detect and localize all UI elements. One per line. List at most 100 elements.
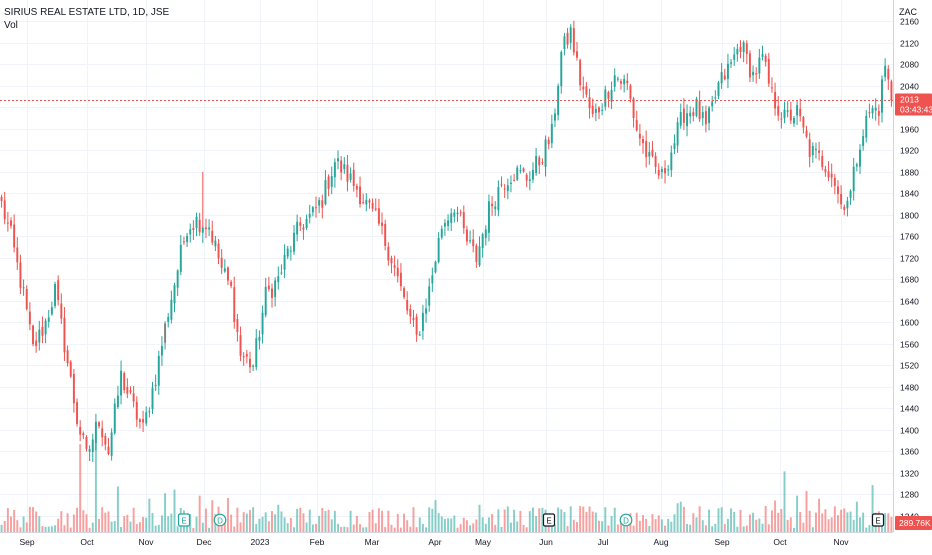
candle [720, 63, 723, 89]
candle-body [355, 186, 358, 190]
candle [330, 166, 333, 195]
candle [98, 421, 101, 429]
candle-body [686, 113, 689, 127]
volume-bar [32, 507, 34, 532]
candle [182, 236, 185, 245]
volume-bar [393, 527, 396, 532]
volume-bar [720, 507, 723, 532]
candle-body [576, 51, 578, 58]
candle-body [283, 254, 286, 270]
candle-body [377, 208, 380, 224]
volume-bar [645, 518, 648, 532]
candle [723, 68, 726, 81]
volume-bar [469, 525, 472, 532]
candle-body [98, 422, 101, 427]
candle [198, 212, 201, 236]
currency-label: ZAC [899, 7, 918, 17]
volume-bar [783, 471, 786, 532]
volume-bar [613, 507, 616, 532]
volume-bar [818, 498, 821, 532]
volume-bar [220, 522, 223, 532]
volume-bar [252, 507, 255, 532]
volume-bar [66, 513, 69, 532]
candle-body [484, 229, 487, 238]
volume-bar [343, 526, 346, 532]
candle [63, 307, 66, 361]
candle-body [179, 244, 182, 272]
volume-bar [695, 517, 698, 532]
x-tick-label: Mar [365, 537, 380, 547]
candle-body [547, 139, 550, 145]
event-marker-label: E [546, 517, 551, 526]
volume-bar [318, 515, 321, 532]
candle-body [594, 108, 597, 113]
candle-body [302, 227, 305, 230]
candle [462, 205, 465, 234]
candle-body [544, 139, 547, 167]
volume-bar [554, 524, 556, 532]
volume-bar [293, 527, 295, 532]
event-marker-dividend[interactable]: D [619, 513, 633, 527]
candle [676, 117, 679, 153]
candle [154, 374, 157, 392]
candle [547, 136, 550, 150]
candle-body [830, 173, 833, 178]
volume-bar [91, 522, 94, 532]
candle-body [770, 87, 773, 89]
candle-body [701, 112, 704, 119]
candle [852, 157, 855, 201]
candle [884, 58, 887, 82]
volume-bar [456, 527, 459, 532]
candle-body [881, 79, 883, 113]
candle-body [157, 355, 160, 386]
volume-bar [337, 523, 339, 532]
event-marker-box [542, 513, 556, 527]
candle [296, 214, 299, 242]
candle-body [711, 101, 714, 107]
event-marker-label: E [875, 517, 880, 526]
event-marker-dividend[interactable]: D [213, 513, 227, 527]
candle [742, 40, 745, 63]
candle [365, 193, 368, 212]
candle [745, 40, 748, 65]
candle-body [66, 350, 69, 364]
candle-body [204, 227, 207, 230]
candle-body [513, 179, 516, 181]
candle [877, 104, 880, 126]
volume-bar [535, 516, 538, 532]
volume-bar [616, 524, 619, 532]
candle-body [154, 384, 157, 386]
event-marker-earnings[interactable]: E [542, 513, 556, 527]
volume-bar [431, 508, 434, 532]
volume-bar [708, 509, 711, 532]
candle-body [418, 334, 421, 336]
event-marker-earnings[interactable]: E [871, 513, 885, 527]
candle [459, 209, 462, 217]
candle [208, 219, 211, 237]
volume-bar [129, 521, 132, 532]
candle [434, 260, 437, 274]
candle [233, 276, 236, 329]
volume-bar [333, 510, 336, 532]
volume-bar [522, 524, 525, 532]
candle-body [503, 188, 506, 190]
candle [421, 304, 424, 340]
time-axis-labels[interactable]: Sep Oct Nov Dec 2023 Feb Mar Apr May Jun Jul Aug Sep… [19, 537, 849, 547]
candle-body [884, 65, 887, 77]
candle [431, 267, 434, 292]
volume-bar [120, 527, 123, 532]
candle [711, 96, 714, 112]
candle-body [28, 311, 31, 325]
price-axis-labels[interactable]: 1240128013201360140014401480152015601600… [900, 17, 919, 522]
volume-bar [503, 509, 506, 532]
volume-bar [676, 503, 679, 532]
volume-bar [528, 511, 531, 532]
volume-bar [261, 516, 264, 532]
volume-bar [594, 512, 597, 532]
candle-body [481, 234, 484, 249]
event-marker-earnings[interactable]: E [177, 513, 191, 527]
volume-bar [481, 517, 484, 532]
